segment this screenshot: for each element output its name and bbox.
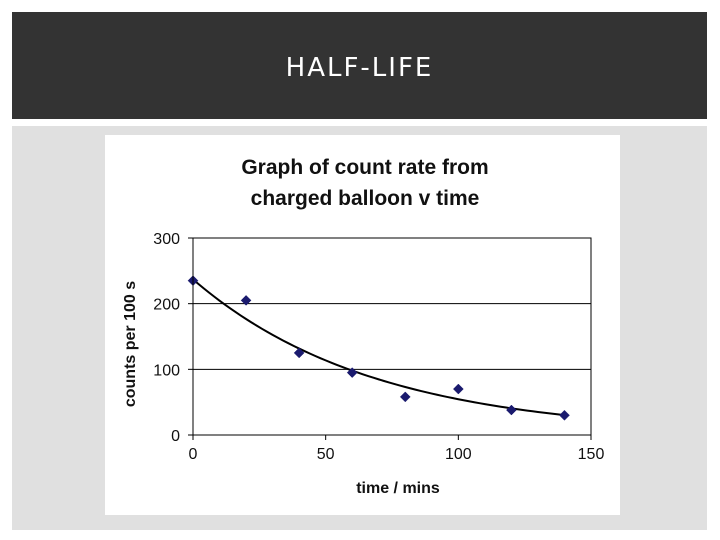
trendline-layer: [192, 278, 565, 417]
x-tick-label-0: 0: [189, 446, 198, 463]
slide-content: Graph of count rate from charged balloon…: [12, 126, 707, 530]
data-point-0-5: [452, 383, 464, 395]
tick-labels: 0 50 100 150 0 100 200 300: [153, 231, 604, 463]
plot-area-frame: [192, 237, 592, 436]
data-point-0-6: [506, 404, 517, 416]
x-tick-label-1: 50: [317, 446, 335, 463]
chart-title-line-1: Graph of count rate from: [241, 156, 488, 179]
y-tick-label-2: 200: [153, 297, 180, 314]
data-point-0-7: [559, 409, 570, 421]
data-point-0-2: [293, 347, 305, 359]
trendline: [192, 278, 565, 417]
x-axis-label: time / mins: [356, 480, 440, 497]
gridlines: [193, 237, 591, 370]
data-point-0-3: [346, 367, 358, 378]
y-axis-label: counts per 100 s: [122, 281, 139, 407]
data-points: [187, 275, 570, 421]
slide-header: HALF-LIFE: [12, 12, 707, 119]
x-tick-label-3: 150: [578, 446, 605, 463]
y-tick-label-1: 100: [153, 362, 180, 379]
axes: [188, 237, 592, 440]
x-tick-label-2: 100: [445, 446, 472, 463]
y-tick-label-0: 0: [171, 428, 180, 445]
chart-title-line-2: charged balloon v time: [251, 187, 480, 210]
slide-title: HALF-LIFE: [285, 52, 434, 83]
data-point-0-1: [240, 295, 252, 306]
chart-card: Graph of count rate from charged balloon…: [105, 135, 620, 515]
data-point-0-4: [399, 391, 411, 403]
count-rate-chart: Graph of count rate from charged balloon…: [122, 156, 604, 497]
y-tick-label-3: 300: [153, 231, 180, 248]
